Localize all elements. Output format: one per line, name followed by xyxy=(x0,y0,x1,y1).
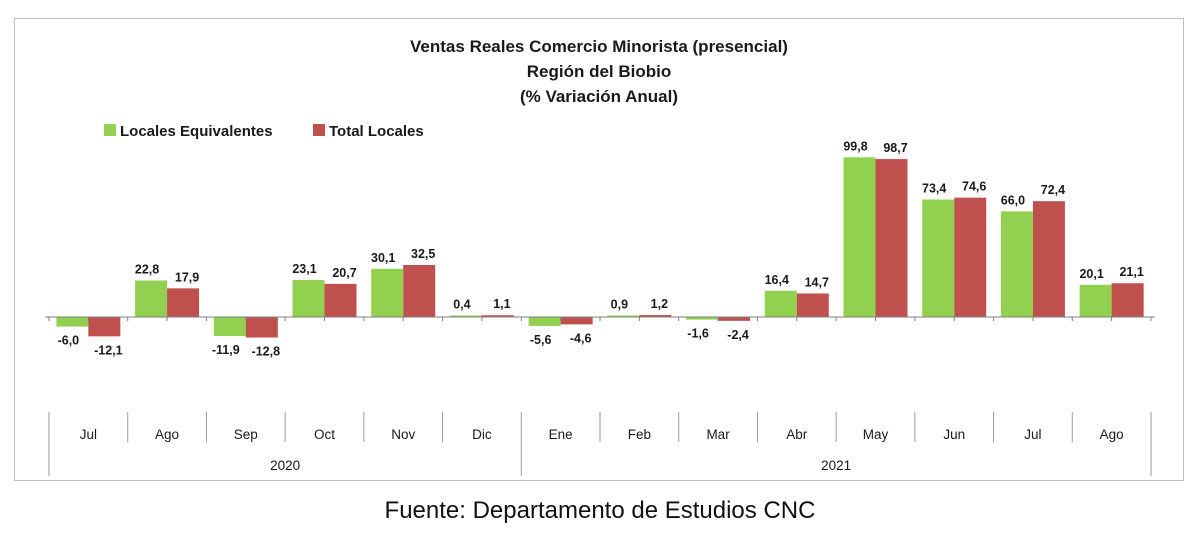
label-total-locales-9: 14,7 xyxy=(805,275,829,289)
bar-locales-equivalentes-13 xyxy=(1079,284,1112,317)
category-label-4: Nov xyxy=(391,427,415,442)
label-total-locales-7: 1,2 xyxy=(651,297,668,311)
label-total-locales-2: -12,8 xyxy=(252,344,281,358)
label-locales-equivalentes-9: 16,4 xyxy=(765,273,789,287)
bar-locales-equivalentes-9 xyxy=(764,290,797,317)
data-labels-layer: -6,0 -12,1 22,8 17,9 -11,9 -12,8 23,1 20,7 30,1 3… xyxy=(58,139,1144,358)
bar-locales-equivalentes-0 xyxy=(56,317,89,327)
label-total-locales-10: 98,7 xyxy=(883,141,907,155)
legend: Locales Equivalentes Total Locales xyxy=(104,123,424,140)
category-label-11: Jun xyxy=(943,427,965,442)
label-locales-equivalentes-2: -11,9 xyxy=(212,343,240,357)
bar-total-locales-1 xyxy=(167,288,200,317)
label-total-locales-0: -12,1 xyxy=(94,343,123,357)
bar-total-locales-2 xyxy=(245,317,278,338)
bar-locales-equivalentes-12 xyxy=(1000,211,1033,317)
source-note: Fuente: Departamento de Estudios CNC xyxy=(384,497,816,524)
chart-title-line-1: Ventas Reales Comercio Minorista (presen… xyxy=(410,37,788,56)
legend-swatch-locales-equivalentes xyxy=(104,124,116,136)
label-locales-equivalentes-13: 20,1 xyxy=(1079,267,1103,281)
label-locales-equivalentes-10: 99,8 xyxy=(843,139,867,153)
axes-layer: Jul Ago Sep Oct Nov Dic Ene Feb Mar Abr May Jun Jul A… xyxy=(45,316,1155,476)
bar-locales-equivalentes-3 xyxy=(292,280,325,317)
label-locales-equivalentes-11: 73,4 xyxy=(922,182,946,196)
label-total-locales-12: 72,4 xyxy=(1041,183,1065,197)
label-total-locales-8: -2,4 xyxy=(727,328,749,342)
label-locales-equivalentes-1: 22,8 xyxy=(135,263,159,277)
label-locales-equivalentes-6: -5,6 xyxy=(530,333,552,347)
label-total-locales-6: -4,6 xyxy=(570,331,592,345)
chart-title-line-2: Región del Biobio xyxy=(527,62,672,81)
category-label-9: Abr xyxy=(786,427,808,442)
bar-total-locales-6 xyxy=(560,317,593,325)
label-total-locales-4: 32,5 xyxy=(411,247,435,261)
category-label-7: Feb xyxy=(628,427,651,442)
label-total-locales-13: 21,1 xyxy=(1119,265,1143,279)
bar-total-locales-5 xyxy=(481,315,514,317)
category-label-1: Ago xyxy=(155,427,179,442)
label-locales-equivalentes-5: 0,4 xyxy=(453,298,470,312)
category-label-13: Ago xyxy=(1100,427,1124,442)
label-total-locales-11: 74,6 xyxy=(962,180,986,194)
bar-total-locales-0 xyxy=(88,317,121,337)
bar-total-locales-11 xyxy=(954,197,987,317)
bar-locales-equivalentes-5 xyxy=(449,315,482,317)
bar-locales-equivalentes-11 xyxy=(922,199,955,317)
bar-total-locales-9 xyxy=(796,293,829,317)
bar-locales-equivalentes-10 xyxy=(843,157,876,317)
label-locales-equivalentes-4: 30,1 xyxy=(371,251,395,265)
category-label-0: Jul xyxy=(80,427,97,442)
legend-label-total-locales: Total Locales xyxy=(329,123,424,140)
bar-total-locales-8 xyxy=(718,317,751,321)
bars-layer xyxy=(56,157,1144,338)
year-label-2020: 2020 xyxy=(270,458,300,473)
label-locales-equivalentes-8: -1,6 xyxy=(687,327,709,341)
bar-locales-equivalentes-4 xyxy=(371,268,404,317)
legend-label-locales-equivalentes: Locales Equivalentes xyxy=(120,123,273,140)
label-locales-equivalentes-3: 23,1 xyxy=(292,262,316,276)
category-label-5: Dic xyxy=(472,427,492,442)
label-total-locales-3: 20,7 xyxy=(332,266,356,280)
label-locales-equivalentes-7: 0,9 xyxy=(611,298,628,312)
category-label-2: Sep xyxy=(234,427,258,442)
legend-swatch-total-locales xyxy=(313,124,325,136)
label-total-locales-1: 17,9 xyxy=(175,270,199,284)
bar-total-locales-10 xyxy=(875,159,908,317)
bar-locales-equivalentes-6 xyxy=(528,317,561,326)
label-locales-equivalentes-12: 66,0 xyxy=(1001,193,1025,207)
year-label-2021: 2021 xyxy=(821,458,851,473)
category-label-3: Oct xyxy=(314,427,335,442)
bar-total-locales-13 xyxy=(1111,283,1144,317)
category-label-10: May xyxy=(863,427,889,442)
bar-total-locales-3 xyxy=(324,283,357,317)
bar-chart: Ventas Reales Comercio Minorista (presen… xyxy=(45,37,1155,476)
chart-frame: Ventas Reales Comercio Minorista (presen… xyxy=(14,18,1184,481)
category-label-8: Mar xyxy=(706,427,730,442)
bar-locales-equivalentes-2 xyxy=(213,317,246,337)
bar-total-locales-7 xyxy=(639,315,672,317)
bar-locales-equivalentes-8 xyxy=(686,317,719,320)
chart-title-line-3: (% Variación Anual) xyxy=(520,87,678,106)
bar-locales-equivalentes-1 xyxy=(135,280,168,317)
bar-total-locales-4 xyxy=(403,265,436,317)
bar-locales-equivalentes-7 xyxy=(607,315,640,317)
bar-total-locales-12 xyxy=(1032,201,1065,317)
category-label-6: Ene xyxy=(549,427,573,442)
label-locales-equivalentes-0: -6,0 xyxy=(58,334,80,348)
label-total-locales-5: 1,1 xyxy=(493,297,510,311)
chart-title: Ventas Reales Comercio Minorista (presen… xyxy=(410,37,788,106)
category-label-12: Jul xyxy=(1024,427,1041,442)
